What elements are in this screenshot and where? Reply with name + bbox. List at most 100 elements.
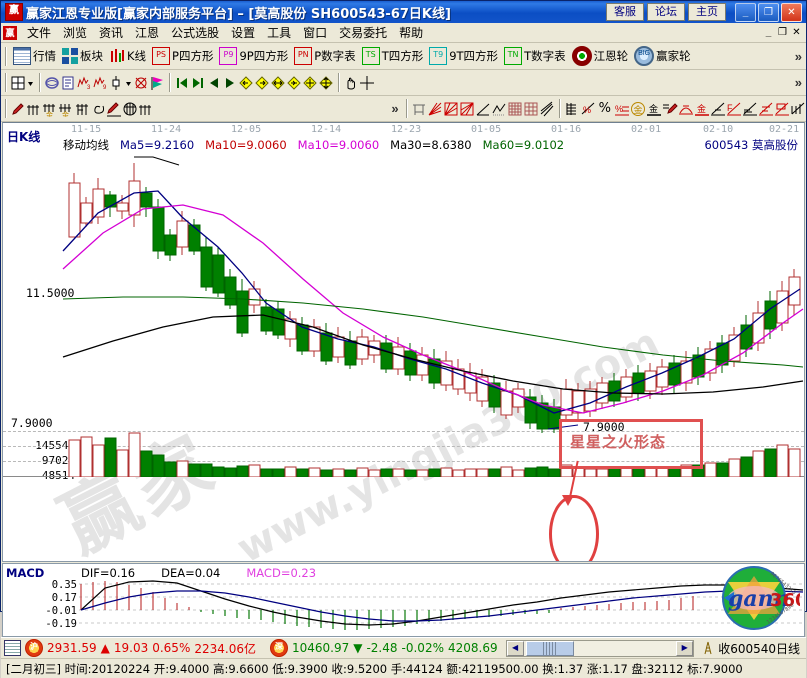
sector-button[interactable]: 板块: [59, 45, 106, 68]
horizontal-scrollbar[interactable]: ◀ ▶: [505, 639, 695, 657]
pattern-icon[interactable]: [133, 75, 149, 91]
fork3-icon[interactable]: [138, 101, 154, 117]
t-square-button[interactable]: TS T四方形: [359, 45, 427, 68]
mdi-minimize-button[interactable]: _: [765, 27, 772, 38]
gold2-icon[interactable]: 金: [694, 101, 710, 117]
menu-item-tools[interactable]: 工具: [267, 26, 292, 40]
trend-icon[interactable]: [539, 101, 555, 117]
flag-icon[interactable]: [149, 75, 165, 91]
t-number-table-button[interactable]: TN T数字表: [501, 45, 569, 68]
percent-fib-icon[interactable]: %: [580, 101, 596, 117]
gann-wheel-button[interactable]: 江恩轮: [569, 45, 632, 68]
kline-button[interactable]: K线: [106, 45, 149, 68]
arc-icon[interactable]: [678, 101, 694, 117]
menu-item-formula-stock-picking[interactable]: 公式选股: [171, 26, 220, 40]
circle-fork-icon[interactable]: [122, 101, 138, 117]
quote-grid-icon[interactable]: [4, 640, 21, 656]
overflow-icon[interactable]: »: [391, 101, 399, 116]
close-button[interactable]: ✕: [781, 2, 802, 22]
report-icon[interactable]: [60, 75, 76, 91]
gold-circle-icon[interactable]: 金: [630, 101, 646, 117]
angle-icon[interactable]: [475, 101, 491, 117]
pattern-highlight-ellipse[interactable]: [549, 495, 599, 561]
multi-line-icon[interactable]: [742, 101, 758, 117]
chevron-down-icon[interactable]: [124, 75, 133, 91]
scroll-right-button[interactable]: ▶: [676, 640, 694, 656]
p-square-button[interactable]: PS P四方形: [149, 45, 216, 68]
crosshair-icon[interactable]: [359, 75, 375, 91]
diamond-move-icon[interactable]: [318, 75, 334, 91]
forum-button[interactable]: 论坛: [647, 3, 685, 21]
rect-icon[interactable]: [411, 101, 427, 117]
menu-item-browse[interactable]: 浏览: [63, 26, 88, 40]
zigzag-icon[interactable]: [491, 101, 507, 117]
last-icon[interactable]: [190, 75, 206, 91]
brush-icon[interactable]: [662, 101, 678, 117]
scroll-thumb[interactable]: [525, 640, 574, 656]
winner-wheel-label: 赢家轮: [656, 49, 691, 63]
band-icon[interactable]: [758, 101, 774, 117]
winner-wheel-button[interactable]: BIG 赢家轮: [631, 45, 694, 68]
percent-line-icon[interactable]: %: [614, 101, 630, 117]
minimize-button[interactable]: _: [735, 2, 756, 22]
macd-panel[interactable]: MACD DIF=0.16 DEA=0.04 MACD=0.23 0.35 0.17…: [2, 563, 805, 637]
first-icon[interactable]: [174, 75, 190, 91]
gold-line-icon[interactable]: 金: [646, 101, 662, 117]
menu-item-window[interactable]: 窗口: [303, 26, 328, 40]
next-icon[interactable]: [222, 75, 238, 91]
diamond-small-icon[interactable]: [286, 75, 302, 91]
menu-item-news[interactable]: 资讯: [99, 26, 124, 40]
kline-chart-panel[interactable]: 日K线 11-15 11-24 12-05 12-14 12-23 01-05 …: [2, 122, 805, 562]
diamond-right-icon[interactable]: [254, 75, 270, 91]
menu-item-settings[interactable]: 设置: [231, 26, 256, 40]
grid2-icon[interactable]: [523, 101, 539, 117]
maximize-button[interactable]: ❐: [758, 2, 779, 22]
wave9-icon[interactable]: 9: [92, 75, 108, 91]
diamond-cross-icon[interactable]: [302, 75, 318, 91]
fan-icon[interactable]: [427, 101, 443, 117]
fork-icon[interactable]: [26, 101, 42, 117]
p-number-table-button[interactable]: PN P数字表: [291, 45, 358, 68]
f-slope-icon[interactable]: F: [726, 101, 742, 117]
pen2-icon[interactable]: [106, 101, 122, 117]
chevron-down-icon[interactable]: [26, 75, 35, 91]
spiral-icon[interactable]: [90, 101, 106, 117]
p-number-table-label: P数字表: [314, 49, 356, 63]
homepage-button[interactable]: 主页: [688, 3, 726, 21]
net-icon[interactable]: [44, 75, 60, 91]
menu-item-gann[interactable]: 江恩: [135, 26, 160, 40]
9p-square-button[interactable]: P9 9P四方形: [216, 45, 291, 68]
ladder-icon[interactable]: [564, 101, 580, 117]
diamond-both-icon[interactable]: [270, 75, 286, 91]
mdi-restore-button[interactable]: ❐: [778, 27, 787, 38]
menu-item-help[interactable]: 帮助: [399, 26, 424, 40]
fork-f-icon[interactable]: [74, 101, 90, 117]
wheel-icon: [571, 46, 592, 66]
gold-fork2-icon[interactable]: 金: [58, 101, 74, 117]
menu-item-file[interactable]: 文件: [27, 26, 52, 40]
annotation-box[interactable]: 星星之火形态: [559, 419, 703, 469]
toolbar-overflow-icon[interactable]: »: [794, 48, 802, 64]
9t-square-button[interactable]: T9 9T四方形: [426, 45, 501, 68]
toolbar-overflow-icon[interactable]: »: [794, 75, 802, 90]
fan-grid-icon[interactable]: [459, 101, 475, 117]
candle-icon[interactable]: [108, 75, 124, 91]
slope-icon[interactable]: [710, 101, 726, 117]
percent-icon[interactable]: %: [598, 101, 611, 116]
diamond-left-icon[interactable]: [238, 75, 254, 91]
box-line-icon[interactable]: [774, 101, 790, 117]
calendar-icon[interactable]: [10, 75, 26, 91]
gold-fork-icon[interactable]: 金: [42, 101, 58, 117]
quotes-button[interactable]: 行情: [10, 45, 59, 68]
menu-item-trade[interactable]: 交易委托: [339, 26, 388, 40]
wave3-icon[interactable]: 3: [76, 75, 92, 91]
scroll-left-button[interactable]: ◀: [506, 640, 524, 656]
grid1-icon[interactable]: [507, 101, 523, 117]
fan-box-icon[interactable]: [443, 101, 459, 117]
hand-icon[interactable]: [343, 75, 359, 91]
pen-icon[interactable]: [10, 101, 26, 117]
customer-service-button[interactable]: 客服: [606, 3, 644, 21]
mdi-close-button[interactable]: ✕: [792, 27, 801, 38]
four-line-icon[interactable]: [790, 101, 806, 117]
prev-icon[interactable]: [206, 75, 222, 91]
